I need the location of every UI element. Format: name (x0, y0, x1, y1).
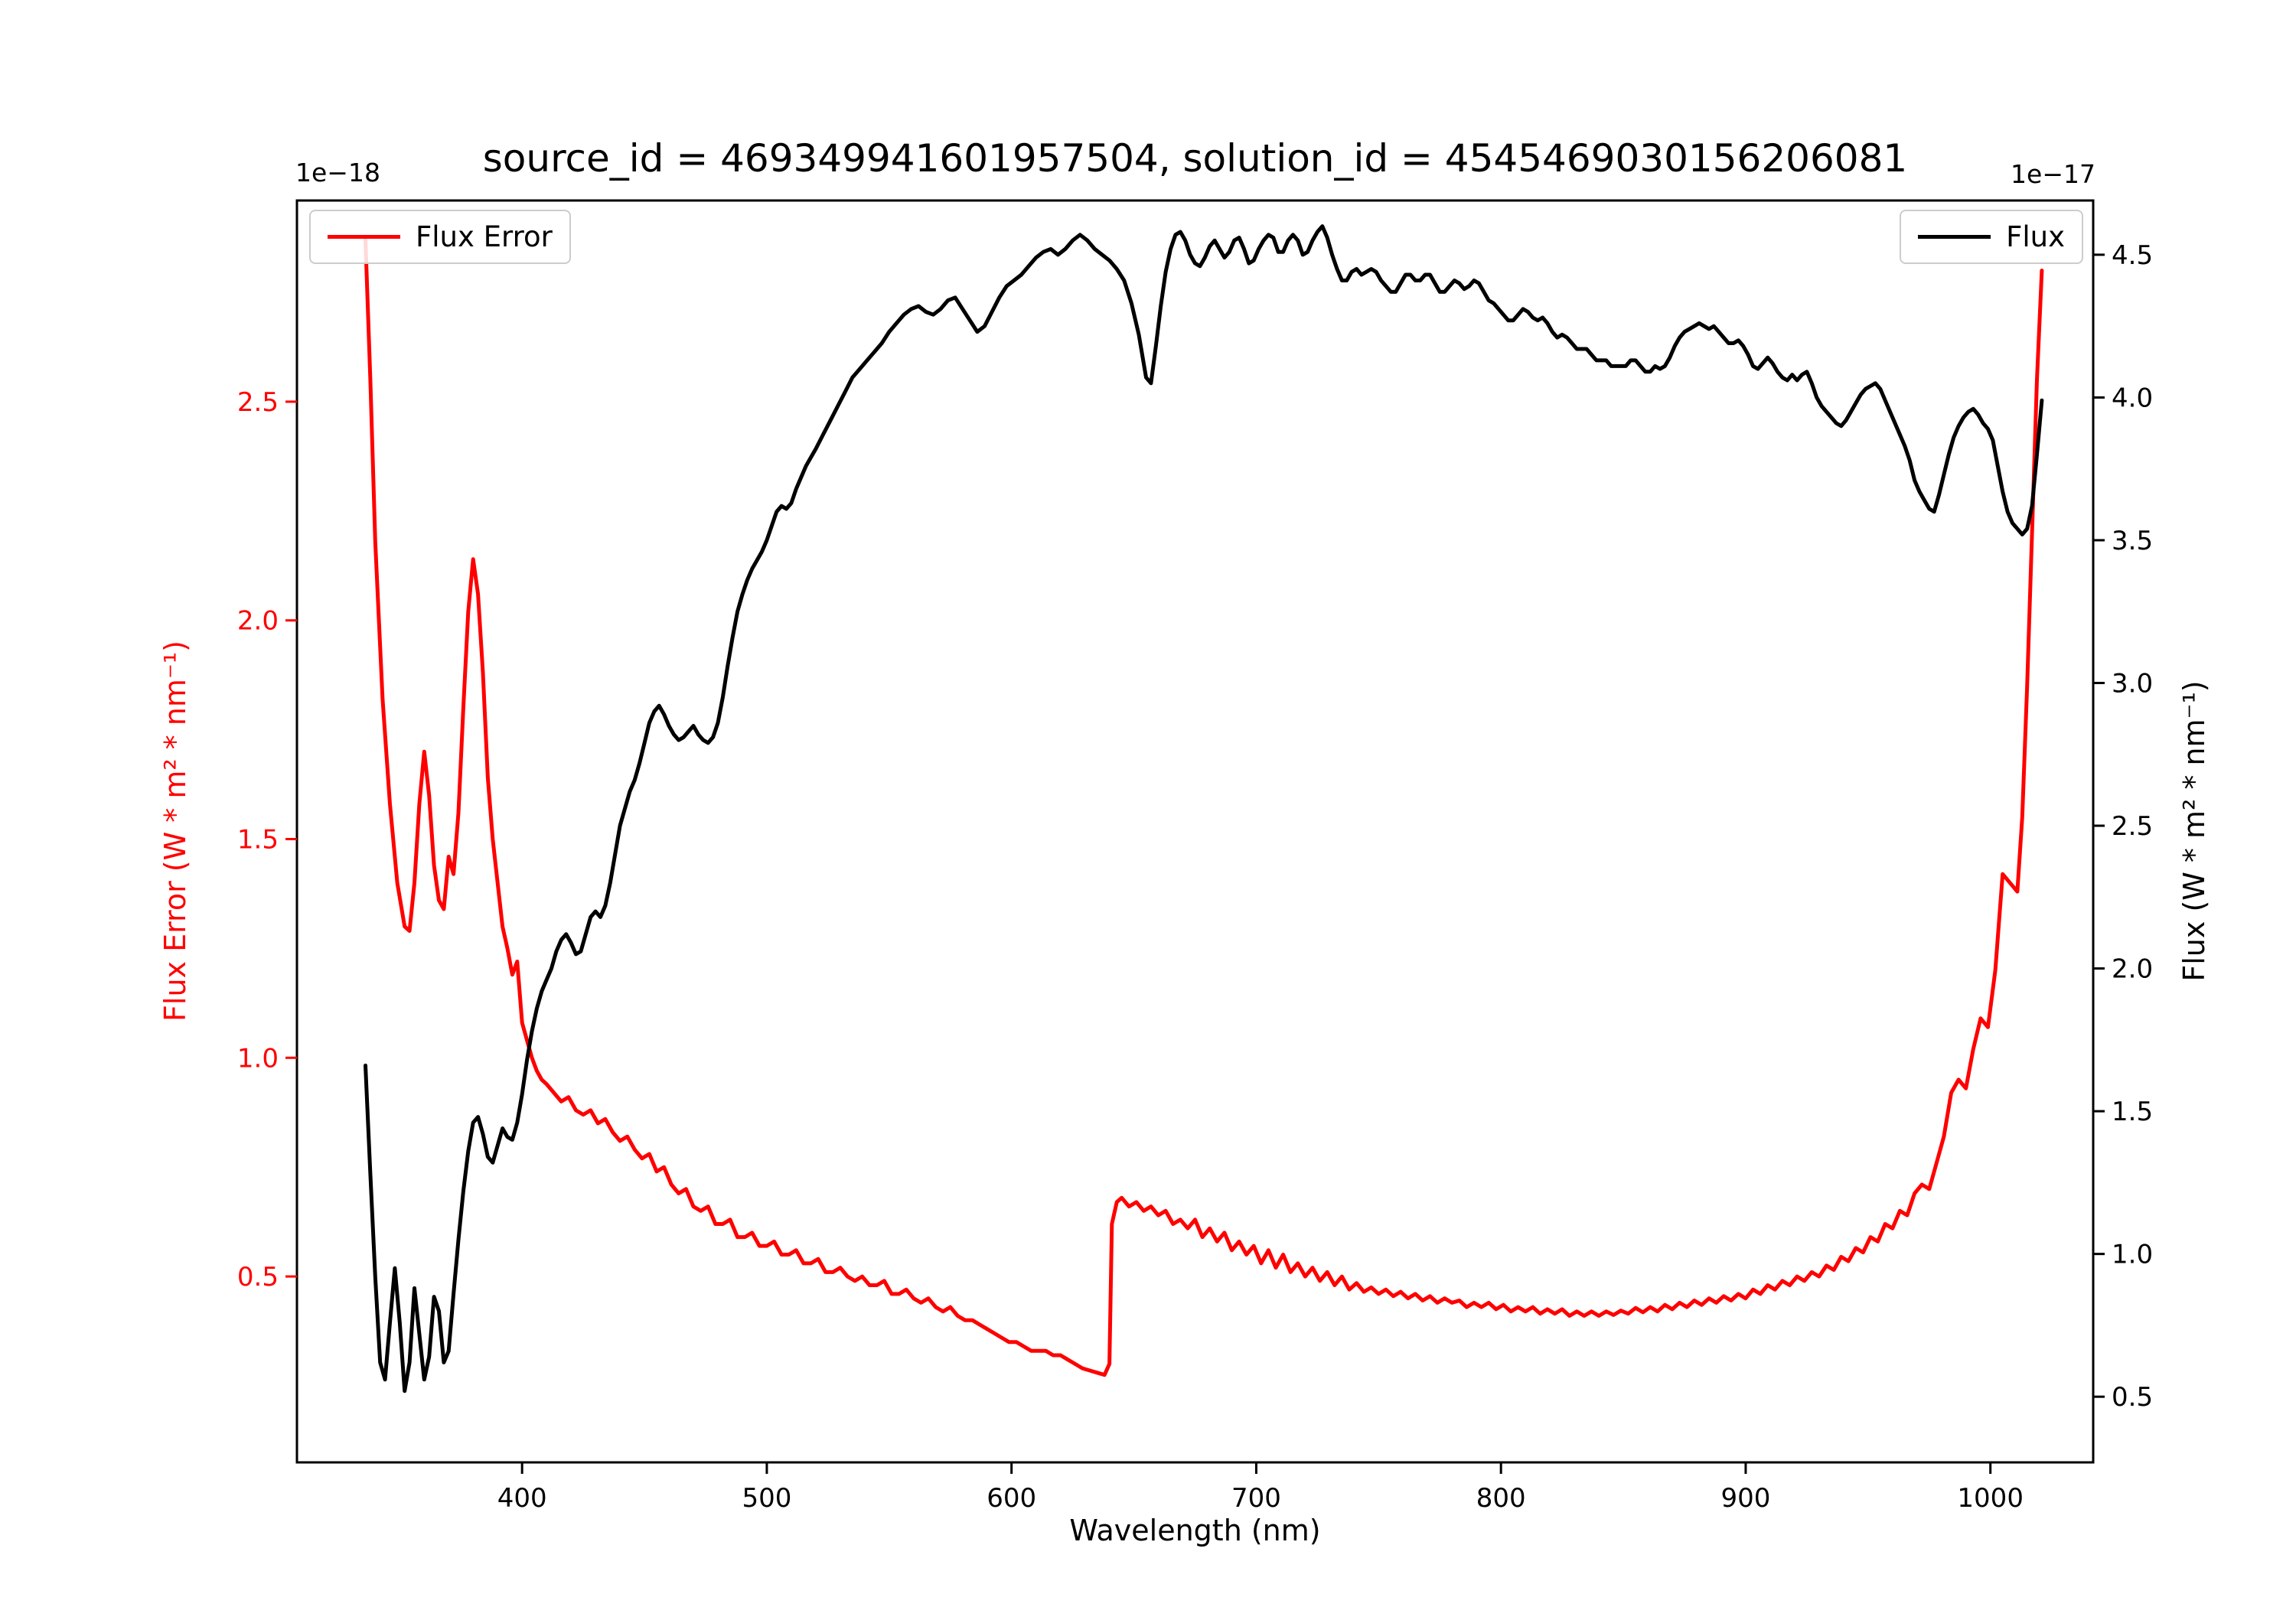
right-y-tick-label: 0.5 (2112, 1382, 2153, 1413)
right-y-tick-label: 2.5 (2112, 811, 2153, 842)
right-y-tick-label: 1.0 (2112, 1240, 2153, 1270)
left-y-tick-label: 2.5 (237, 387, 279, 418)
chart-title: source_id = 469349941601957504, solution… (482, 136, 1908, 181)
left-y-tick-label: 2.0 (237, 606, 279, 637)
right-axis-offset-text: 1e−17 (2011, 159, 2095, 189)
x-tick-label: 1000 (1957, 1483, 2024, 1514)
right-y-tick-label: 3.0 (2112, 669, 2153, 699)
left-y-axis-label: Flux Error (W * m² * nm⁻¹) (158, 641, 192, 1022)
legend-flux-label: Flux (2006, 220, 2065, 253)
legend-flux-error: Flux Error (309, 210, 571, 264)
right-y-tick-label: 1.5 (2112, 1097, 2153, 1127)
right-y-tick-label: 4.5 (2112, 240, 2153, 271)
series-line-flux (364, 224, 2044, 1393)
flux-line-sample-icon (1918, 235, 1991, 239)
x-tick-label: 400 (497, 1483, 547, 1514)
series-line-flux-error (364, 237, 2044, 1377)
x-tick-label: 900 (1720, 1483, 1770, 1514)
left-y-tick-label: 0.5 (237, 1262, 279, 1292)
right-y-axis-label: Flux (W * m² * nm⁻¹) (2177, 680, 2211, 982)
right-y-tick-label: 4.0 (2112, 383, 2153, 413)
x-tick-label: 700 (1231, 1483, 1281, 1514)
right-y-tick-label: 3.5 (2112, 526, 2153, 556)
legend-flux-error-label: Flux Error (416, 220, 553, 253)
plot-border (295, 199, 2095, 1464)
legend-flux: Flux (1900, 210, 2083, 264)
flux-error-line-sample-icon (328, 235, 400, 239)
x-tick-label: 600 (987, 1483, 1036, 1514)
left-axis-offset-text: 1e−18 (295, 158, 380, 187)
left-y-tick-label: 1.5 (237, 825, 279, 856)
x-tick-label: 800 (1476, 1483, 1526, 1514)
x-tick-label: 500 (742, 1483, 791, 1514)
x-axis-label: Wavelength (nm) (1069, 1514, 1321, 1547)
right-y-tick-label: 2.0 (2112, 954, 2153, 985)
left-y-tick-label: 1.0 (237, 1043, 279, 1074)
